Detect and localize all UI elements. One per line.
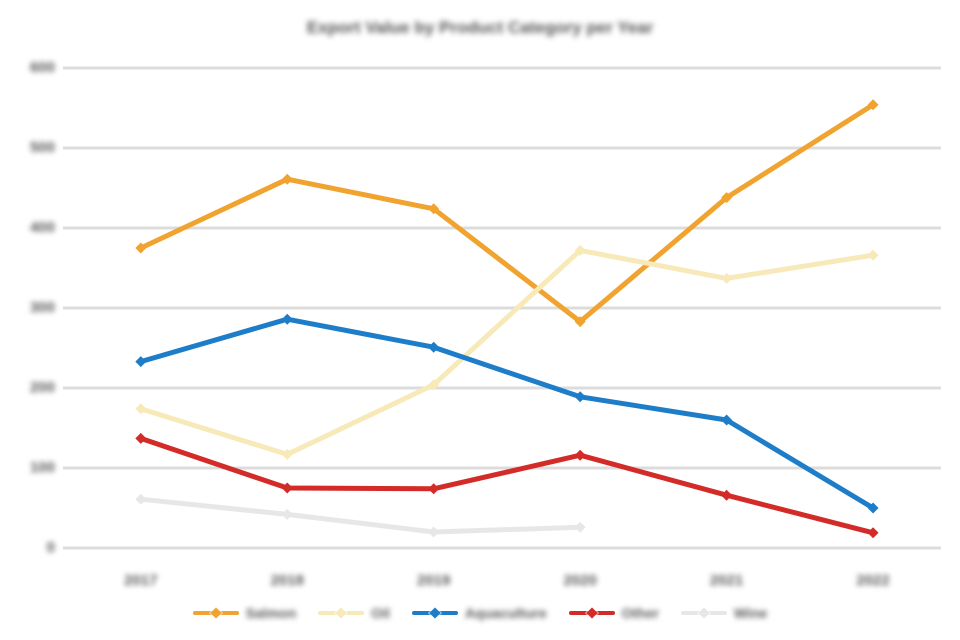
data-point-marker	[867, 249, 879, 261]
legend-item-other: Other	[568, 605, 659, 621]
y-tick-label: 300	[29, 299, 55, 316]
data-point-marker	[281, 173, 293, 185]
legend: Salmon Oil Aquaculture Other Wine	[0, 600, 960, 626]
data-point-marker	[867, 99, 879, 111]
data-point-marker	[867, 502, 879, 514]
legend-item-aquaculture: Aquaculture	[411, 605, 547, 621]
x-tick-label: 2017	[124, 572, 158, 589]
data-point-marker	[135, 493, 147, 505]
series-line-aquaculture	[138, 316, 876, 511]
x-tick-label: 2022	[856, 572, 890, 589]
y-tick-label: 500	[29, 139, 55, 156]
x-tick-label: 2019	[417, 572, 451, 589]
data-point-marker	[135, 242, 147, 254]
y-tick-label: 600	[29, 59, 55, 76]
data-point-marker	[721, 489, 733, 501]
series-line-oil	[138, 247, 876, 457]
legend-marker-icon	[208, 605, 223, 621]
data-point-marker	[135, 356, 147, 368]
data-point-marker	[281, 448, 293, 460]
legend-line-swatch	[318, 605, 365, 621]
legend-marker-icon	[584, 605, 599, 621]
legend-label: Salmon	[245, 605, 297, 621]
legend-item-oil: Oil	[318, 605, 390, 621]
data-point-marker	[721, 192, 733, 204]
data-point-marker	[867, 527, 879, 539]
legend-item-wine: Wine	[680, 605, 768, 621]
legend-label: Other	[621, 605, 659, 621]
data-point-marker	[574, 521, 586, 533]
series-line-salmon	[138, 102, 876, 325]
series-line-wine	[138, 496, 583, 535]
legend-line-swatch	[411, 605, 458, 621]
y-tick-label: 400	[29, 219, 55, 236]
legend-line-swatch	[568, 605, 615, 621]
data-point-marker	[428, 379, 440, 391]
legend-line-swatch	[680, 605, 727, 621]
legend-label: Oil	[371, 605, 390, 621]
x-tick-label: 2020	[563, 572, 597, 589]
data-point-marker	[428, 203, 440, 215]
chart-title: Export Value by Product Category per Yea…	[306, 18, 654, 37]
data-point-marker	[135, 403, 147, 415]
y-tick-label: 0	[46, 539, 55, 556]
data-point-marker	[574, 244, 586, 256]
data-point-marker	[574, 316, 586, 328]
series-line-other	[138, 435, 876, 536]
y-tick-label: 200	[29, 379, 55, 396]
data-point-marker	[281, 313, 293, 325]
data-point-marker	[574, 391, 586, 403]
data-point-marker	[428, 526, 440, 538]
data-point-marker	[428, 341, 440, 353]
data-point-marker	[281, 508, 293, 520]
data-point-marker	[721, 414, 733, 426]
y-tick-label: 100	[29, 459, 55, 476]
legend-marker-icon	[334, 605, 349, 621]
legend-marker-icon	[696, 605, 712, 621]
data-point-marker	[281, 482, 293, 494]
x-tick-label: 2018	[270, 572, 304, 589]
legend-marker-icon	[427, 605, 443, 621]
legend-label: Wine	[733, 605, 768, 621]
legend-line-swatch	[192, 605, 239, 621]
data-point-marker	[574, 449, 586, 461]
data-point-marker	[428, 483, 440, 495]
legend-label: Aquaculture	[464, 605, 547, 621]
data-point-marker	[135, 432, 147, 444]
x-tick-label: 2021	[709, 572, 744, 589]
data-point-marker	[721, 272, 733, 284]
legend-item-salmon: Salmon	[192, 605, 297, 621]
